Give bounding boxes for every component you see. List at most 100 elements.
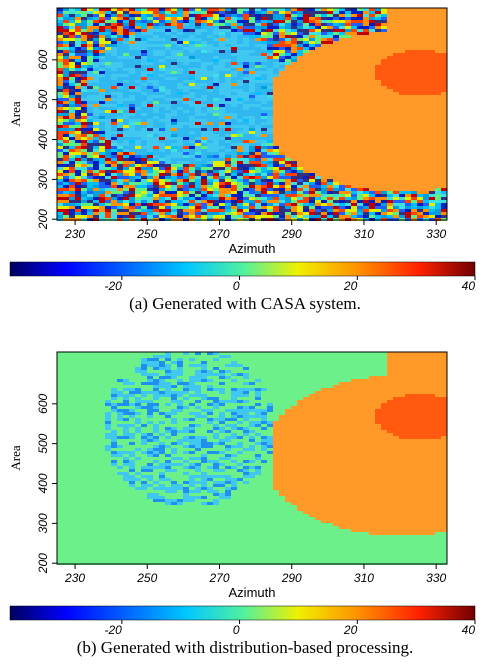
heatmap-cell (87, 152, 93, 155)
heatmap-cell (375, 35, 381, 38)
heatmap-cell (123, 209, 129, 212)
heatmap-cell (147, 116, 153, 119)
heatmap-cell (123, 71, 129, 74)
heatmap-cell (165, 194, 171, 197)
heatmap-cell (135, 134, 141, 137)
heatmap-cell (141, 77, 147, 80)
heatmap-cell (207, 152, 213, 155)
heatmap-cell (159, 38, 165, 41)
heatmap-cell (369, 122, 375, 125)
heatmap-cell (381, 41, 387, 44)
heatmap-cell (261, 77, 267, 80)
heatmap-cell (381, 110, 387, 113)
heatmap-cell (411, 134, 417, 137)
heatmap-cell (387, 11, 393, 14)
heatmap-cell (183, 185, 189, 188)
heatmap-cell (423, 122, 429, 125)
heatmap-cell (363, 107, 369, 110)
heatmap-cell (201, 11, 207, 14)
heatmap-cell (357, 14, 363, 17)
heatmap-cell (201, 56, 207, 59)
heatmap-cell (339, 44, 345, 47)
heatmap-cell (339, 101, 345, 104)
heatmap-cell (363, 155, 369, 158)
heatmap-cell (297, 361, 303, 364)
heatmap-cell (207, 89, 213, 92)
heatmap-cell (147, 134, 153, 137)
heatmap-cell (297, 161, 303, 164)
heatmap-cell (93, 131, 99, 134)
heatmap-cell (81, 71, 87, 74)
heatmap-cell (363, 143, 369, 146)
heatmap-cell (207, 68, 213, 71)
heatmap-cell (411, 122, 417, 125)
heatmap-cell (375, 38, 381, 41)
heatmap-cell (69, 140, 75, 143)
heatmap-cell (81, 173, 87, 176)
heatmap-cell (57, 170, 63, 173)
heatmap-cell (165, 104, 171, 107)
heatmap-cell (255, 209, 261, 212)
heatmap-cell (345, 146, 351, 149)
heatmap-cell (225, 14, 231, 17)
heatmap-cell (297, 137, 303, 140)
heatmap-cell (417, 146, 423, 149)
heatmap-cell (369, 179, 375, 182)
heatmap-cell (423, 41, 429, 44)
heatmap-cell (207, 185, 213, 188)
heatmap-cell (189, 140, 195, 143)
heatmap-cell (435, 65, 441, 68)
heatmap-cell (255, 170, 261, 173)
heatmap-cell (105, 212, 111, 215)
heatmap-cell (267, 188, 273, 191)
heatmap-cell (279, 116, 285, 119)
heatmap-cell (273, 158, 279, 161)
heatmap-cell (99, 53, 105, 56)
heatmap-cell (225, 179, 231, 182)
heatmap-cell (165, 358, 171, 361)
heatmap-cell (231, 128, 237, 131)
heatmap-cell (237, 80, 243, 83)
heatmap-cell (261, 209, 267, 212)
heatmap-cell (369, 65, 375, 68)
heatmap-cell (219, 146, 225, 149)
heatmap-cell (267, 41, 273, 44)
heatmap-cell (291, 26, 297, 29)
heatmap-cell (183, 47, 189, 50)
heatmap-cell (69, 29, 75, 32)
heatmap-cell (237, 140, 243, 143)
heatmap-cell (75, 119, 81, 122)
heatmap-cell (153, 20, 159, 23)
heatmap-cell (297, 191, 303, 194)
heatmap-cell (105, 29, 111, 32)
heatmap-cell (231, 11, 237, 14)
heatmap-cell (309, 170, 315, 173)
heatmap-cell (399, 38, 405, 41)
heatmap-cell (99, 14, 105, 17)
heatmap-cell (387, 38, 393, 41)
heatmap-cell (345, 98, 351, 101)
heatmap-cell (243, 179, 249, 182)
heatmap-cell (207, 191, 213, 194)
heatmap-cell (393, 56, 399, 59)
heatmap-cell (63, 125, 69, 128)
heatmap-cell (243, 83, 249, 86)
heatmap-cell (147, 361, 153, 364)
heatmap-cell (129, 107, 135, 110)
heatmap-cell (357, 104, 363, 107)
heatmap-cell (441, 116, 447, 119)
heatmap-cell (81, 164, 87, 167)
heatmap-cell (381, 173, 387, 176)
heatmap-cell (327, 140, 333, 143)
heatmap-cell (171, 107, 177, 110)
heatmap-cell (189, 56, 195, 59)
heatmap-cell (93, 191, 99, 194)
heatmap-cell (147, 92, 153, 95)
heatmap-cell (183, 107, 189, 110)
heatmap-cell (129, 367, 135, 370)
heatmap-cell (411, 197, 417, 200)
heatmap-cell (369, 50, 375, 53)
heatmap-cell (105, 200, 111, 203)
heatmap-cell (357, 107, 363, 110)
heatmap-cell (201, 361, 207, 364)
